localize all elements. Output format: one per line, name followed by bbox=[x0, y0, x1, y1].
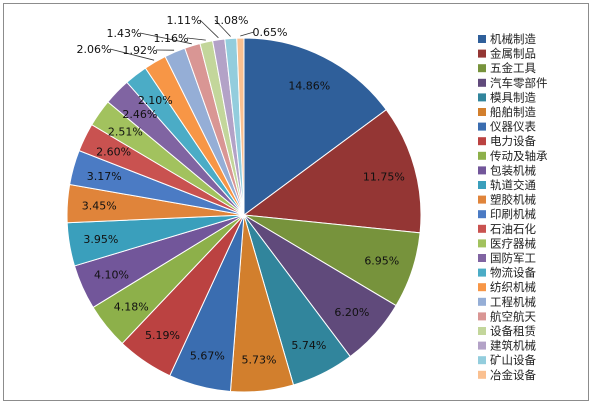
leader-lines bbox=[109, 19, 255, 61]
data-label-16: 2.46% bbox=[122, 108, 157, 121]
legend-swatch-24 bbox=[478, 370, 486, 379]
legend-swatch-9 bbox=[478, 151, 486, 160]
legend-swatch-14 bbox=[478, 224, 486, 233]
leader-line-22 bbox=[199, 19, 219, 39]
legend-label-7: 仪器仪表 bbox=[490, 120, 536, 134]
legend-swatch-6 bbox=[478, 108, 486, 116]
data-label-21: 1.16% bbox=[154, 32, 189, 45]
legend-label-1: 机械制造 bbox=[490, 32, 536, 46]
data-label-1: 14.86% bbox=[288, 79, 330, 92]
legend-label-6: 船舶制造 bbox=[490, 105, 536, 119]
legend-label-21: 设备租赁 bbox=[490, 324, 536, 338]
data-label-8: 5.19% bbox=[145, 329, 180, 342]
legend-label-14: 石油石化 bbox=[490, 222, 536, 236]
legend-swatch-19 bbox=[478, 297, 486, 306]
legend-swatch-1 bbox=[478, 35, 486, 43]
leader-line-24 bbox=[240, 31, 255, 37]
legend-swatch-8 bbox=[478, 137, 486, 146]
legend-label-22: 建筑机械 bbox=[490, 339, 536, 353]
data-label-5: 5.74% bbox=[291, 339, 326, 352]
data-label-11: 3.95% bbox=[83, 233, 118, 246]
legend-label-11: 轨道交通 bbox=[490, 178, 536, 192]
legend-swatch-5 bbox=[478, 93, 486, 102]
data-label-7: 5.67% bbox=[190, 350, 225, 363]
data-label-18: 2.06% bbox=[77, 43, 112, 56]
pie-chart: 14.86% 11.75% 6.95% 6.20% 5.74% 5.73% 5.67% 5.1… bbox=[66, 14, 548, 393]
legend-swatch-3 bbox=[478, 64, 486, 73]
data-label-9: 4.18% bbox=[114, 300, 149, 313]
data-label-10: 4.10% bbox=[94, 268, 129, 281]
data-label-15: 2.51% bbox=[108, 125, 143, 138]
data-label-12: 3.45% bbox=[82, 200, 117, 213]
legend-swatch-15 bbox=[478, 239, 486, 248]
legend-label-17: 物流设备 bbox=[490, 266, 536, 280]
legend-swatch-17 bbox=[478, 268, 486, 277]
legend-swatch-20 bbox=[478, 312, 486, 321]
data-label-17: 2.10% bbox=[138, 94, 173, 107]
data-label-14: 2.60% bbox=[96, 145, 131, 158]
legend-label-12: 塑胶机械 bbox=[490, 193, 536, 207]
pie-slices bbox=[66, 37, 422, 393]
leader-line-18 bbox=[109, 48, 155, 61]
legend-swatch-12 bbox=[478, 195, 486, 204]
legend-label-15: 医疗器械 bbox=[490, 236, 536, 250]
legend-label-3: 五金工具 bbox=[490, 61, 536, 75]
data-label-13: 3.17% bbox=[87, 170, 122, 183]
data-label-3: 6.95% bbox=[364, 255, 399, 268]
legend-swatch-13 bbox=[478, 210, 486, 219]
legend-label-16: 国防军工 bbox=[490, 251, 536, 265]
legend-label-4: 汽车零部件 bbox=[490, 76, 548, 90]
legend: 机械制造金属制品五金工具汽车零部件模具制造船舶制造仪器仪表电力设备传动及轴承包装… bbox=[478, 32, 548, 382]
legend-label-10: 包装机械 bbox=[490, 163, 536, 177]
data-label-4: 6.20% bbox=[334, 306, 369, 319]
data-label-24: 0.65% bbox=[253, 26, 288, 39]
legend-swatch-21 bbox=[478, 327, 486, 335]
legend-label-2: 金属制品 bbox=[490, 47, 536, 61]
legend-label-13: 印刷机械 bbox=[490, 207, 536, 221]
legend-label-23: 矿山设备 bbox=[490, 353, 536, 367]
legend-label-20: 航空航天 bbox=[490, 309, 536, 323]
legend-swatch-7 bbox=[478, 122, 486, 131]
pie-slice-1 bbox=[243, 37, 387, 216]
legend-label-5: 模具制造 bbox=[490, 90, 536, 104]
data-label-6: 5.73% bbox=[242, 353, 277, 366]
data-label-19: 1.92% bbox=[123, 44, 158, 57]
data-label-23: 1.08% bbox=[214, 14, 249, 27]
legend-swatch-18 bbox=[478, 283, 486, 292]
data-label-2: 11.75% bbox=[363, 171, 405, 184]
legend-label-18: 纺织机械 bbox=[490, 280, 536, 294]
legend-swatch-2 bbox=[478, 49, 486, 58]
leader-line-21 bbox=[186, 37, 206, 41]
leader-line-20 bbox=[139, 32, 192, 45]
legend-label-24: 冶金设备 bbox=[490, 368, 536, 382]
chart-frame: 14.86% 11.75% 6.95% 6.20% 5.74% 5.73% 5.67% 5.1… bbox=[3, 3, 589, 401]
data-label-20: 1.43% bbox=[107, 27, 142, 40]
pie-slice-24 bbox=[236, 37, 245, 216]
data-label-22: 1.11% bbox=[167, 14, 202, 27]
legend-label-8: 电力设备 bbox=[490, 134, 536, 148]
legend-label-9: 传动及轴承 bbox=[490, 149, 548, 163]
legend-swatch-4 bbox=[478, 78, 486, 87]
legend-label-19: 工程机械 bbox=[490, 295, 536, 309]
leader-line-23 bbox=[214, 19, 231, 37]
legend-swatch-11 bbox=[478, 181, 486, 189]
data-labels: 14.86% 11.75% 6.95% 6.20% 5.74% 5.73% 5.67% 5.1… bbox=[77, 14, 405, 366]
pie-slice-2 bbox=[242, 108, 422, 234]
legend-swatch-23 bbox=[478, 356, 486, 365]
legend-swatch-16 bbox=[478, 254, 486, 262]
legend-swatch-10 bbox=[478, 166, 486, 175]
legend-swatch-22 bbox=[478, 341, 486, 350]
